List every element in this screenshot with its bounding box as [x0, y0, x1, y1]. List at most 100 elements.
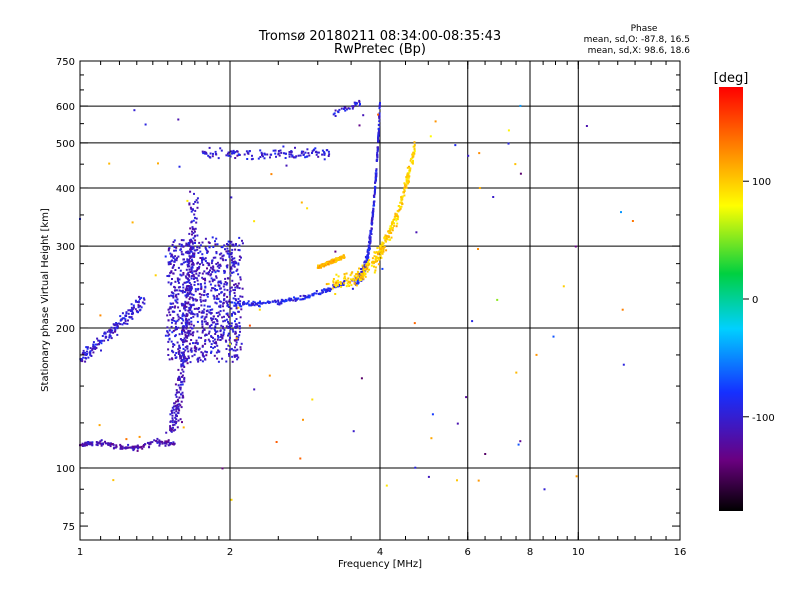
- data-point: [110, 443, 113, 446]
- data-point: [211, 317, 214, 320]
- data-point: [311, 294, 314, 297]
- data-point: [374, 172, 377, 175]
- data-point: [186, 302, 189, 305]
- data-point: [84, 444, 86, 447]
- data-point: [236, 150, 239, 153]
- data-point: [231, 355, 234, 358]
- data-point: [393, 222, 396, 225]
- data-point: [138, 295, 141, 298]
- data-point: [289, 299, 292, 302]
- data-point: [170, 270, 173, 273]
- data-point: [206, 251, 209, 254]
- data-point: [198, 246, 201, 249]
- data-point: [178, 391, 181, 394]
- chart-title: Tromsø 20180211 08:34:00-08:35:43: [258, 29, 501, 44]
- data-point: [282, 145, 285, 148]
- data-point: [199, 283, 202, 286]
- data-point: [224, 319, 226, 322]
- data-point: [236, 285, 239, 288]
- data-point: [405, 184, 408, 187]
- data-point: [201, 259, 203, 262]
- data-point: [299, 298, 302, 301]
- data-point: [182, 283, 185, 286]
- data-point: [219, 300, 222, 303]
- data-point: [320, 266, 322, 269]
- data-point: [230, 255, 233, 258]
- data-point: [227, 252, 230, 255]
- data-point: [360, 377, 363, 380]
- data-point: [188, 203, 191, 206]
- data-point: [119, 446, 122, 449]
- data-point: [215, 276, 218, 279]
- data-point: [217, 284, 220, 287]
- data-point: [239, 278, 242, 281]
- data-point: [350, 278, 352, 281]
- data-point: [400, 205, 403, 208]
- data-point: [188, 332, 191, 334]
- data-point: [221, 255, 224, 258]
- data-point: [188, 323, 191, 326]
- data-point: [378, 115, 381, 118]
- data-point: [376, 156, 379, 158]
- data-point: [92, 345, 95, 348]
- data-point: [215, 312, 218, 314]
- data-point: [242, 303, 245, 306]
- data-point: [358, 104, 361, 107]
- data-point: [133, 306, 135, 309]
- data-point: [85, 357, 88, 360]
- data-point: [82, 349, 85, 352]
- data-point: [223, 315, 225, 318]
- data-point: [359, 103, 361, 105]
- data-point: [369, 239, 372, 242]
- data-point: [224, 259, 227, 262]
- data-point: [110, 326, 113, 329]
- data-point: [210, 351, 212, 354]
- data-point: [374, 177, 377, 180]
- data-point: [171, 310, 174, 313]
- data-point: [317, 264, 319, 267]
- data-point: [103, 332, 106, 335]
- data-point: [168, 307, 171, 310]
- data-point: [366, 270, 369, 273]
- data-point: [225, 154, 228, 157]
- data-point: [371, 257, 374, 260]
- data-point: [177, 255, 180, 258]
- data-point: [212, 256, 215, 259]
- data-point: [234, 261, 237, 264]
- data-point: [181, 375, 183, 378]
- data-point: [361, 273, 364, 276]
- data-point: [212, 340, 215, 343]
- y-tick-label: 400: [56, 184, 75, 195]
- data-point: [177, 315, 180, 318]
- data-point: [170, 253, 173, 256]
- data-point: [277, 299, 280, 302]
- data-point: [359, 275, 362, 278]
- data-point: [190, 347, 193, 350]
- data-point: [217, 264, 220, 267]
- data-point: [221, 316, 224, 319]
- data-point: [180, 245, 183, 248]
- data-point: [282, 299, 285, 302]
- data-point: [213, 354, 216, 357]
- data-point: [97, 339, 100, 342]
- data-point: [332, 278, 335, 280]
- data-point: [335, 280, 338, 283]
- data-point: [225, 283, 228, 286]
- data-point: [197, 267, 200, 270]
- data-point: [222, 259, 225, 262]
- data-point: [226, 302, 229, 305]
- data-point: [103, 339, 106, 342]
- data-point: [217, 297, 220, 300]
- data-point: [184, 333, 187, 336]
- data-point: [343, 280, 346, 282]
- data-point: [115, 326, 118, 329]
- data-point: [169, 263, 172, 265]
- data-point: [478, 152, 481, 155]
- data-point: [401, 203, 404, 205]
- data-point: [136, 311, 139, 313]
- data-point: [357, 276, 359, 279]
- data-point: [373, 191, 376, 194]
- data-point: [374, 260, 377, 263]
- data-point: [218, 266, 221, 269]
- data-point: [230, 307, 233, 310]
